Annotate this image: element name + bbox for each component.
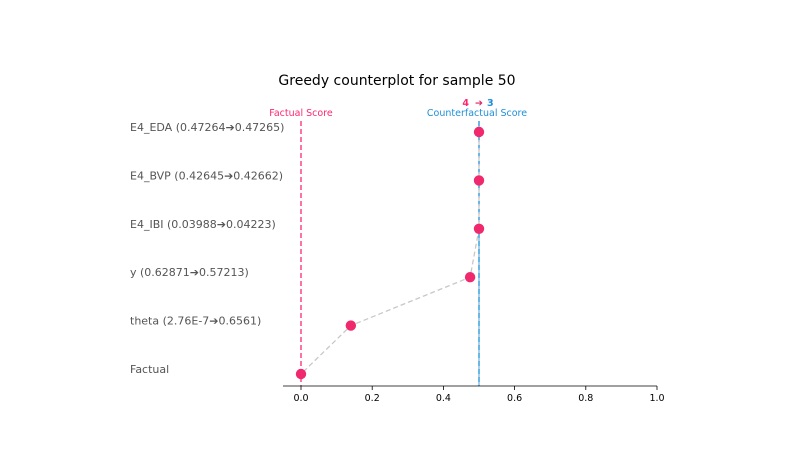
data-point (464, 272, 476, 283)
row-label: y (0.62871➔0.57213) (130, 266, 249, 279)
factual-score-label: Factual Score (269, 108, 333, 119)
x-tick-label: 0.4 (436, 393, 451, 404)
x-tick-label: 1.0 (649, 393, 664, 404)
data-point (473, 126, 485, 138)
x-tick-label: 0.6 (507, 393, 522, 404)
row-label: theta (2.76E-7➔0.6561) (130, 315, 261, 328)
class-to-label: 3 (487, 98, 494, 109)
class-from-label: 4 (462, 98, 469, 109)
counterfactual-path (300, 132, 480, 375)
row-label: E4_BVP (0.42645➔0.42662) (130, 169, 283, 182)
row-label: E4_EDA (0.47264➔0.47265) (130, 121, 284, 134)
chart-title: Greedy counterplot for sample 50 (278, 73, 515, 89)
counterfactual-score-label: Counterfactual Score (427, 108, 527, 119)
row-label: E4_IBI (0.03988➔0.04223) (130, 218, 276, 231)
x-tick-label: 0.8 (578, 393, 593, 404)
row-label: Factual (130, 363, 169, 376)
data-point (345, 320, 357, 331)
data-point (295, 368, 307, 380)
data-point (473, 175, 485, 186)
class-arrow: ➔ (475, 98, 483, 109)
x-tick-label: 0.2 (365, 393, 380, 404)
data-point (473, 223, 485, 234)
x-tick-label: 0.0 (293, 393, 308, 404)
